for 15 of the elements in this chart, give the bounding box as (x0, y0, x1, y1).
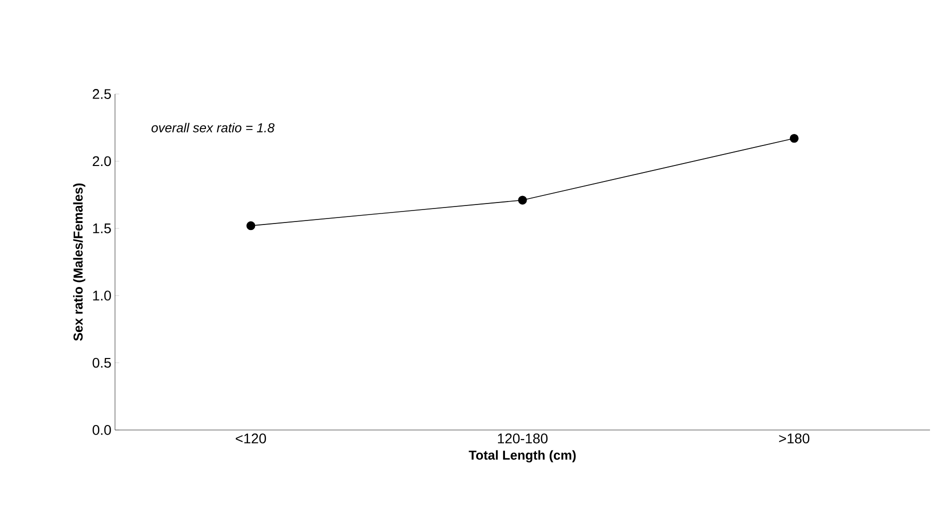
y-tick-label: 1.0 (93, 290, 111, 301)
point (518, 196, 527, 205)
x-axis-title: Total Length (cm) (468, 450, 576, 462)
point (246, 221, 256, 230)
y-tick-label: 0.0 (92, 425, 111, 435)
y-tick-label: 2.5 (92, 89, 111, 99)
annotation: overall sex ratio = 1.8 (152, 122, 274, 132)
y-tick-label: 0.5 (92, 358, 111, 368)
y-tick-label: 1.5 (93, 224, 111, 234)
x-tick-label: <120 (236, 434, 266, 444)
x-tick-label: 120-180 (498, 434, 548, 444)
x-tick-label: >180 (779, 434, 810, 444)
y-axis-title: Sex ratio (Males/Females) (73, 183, 86, 341)
y-tick-label: 2.0 (92, 156, 111, 166)
point (790, 134, 799, 143)
